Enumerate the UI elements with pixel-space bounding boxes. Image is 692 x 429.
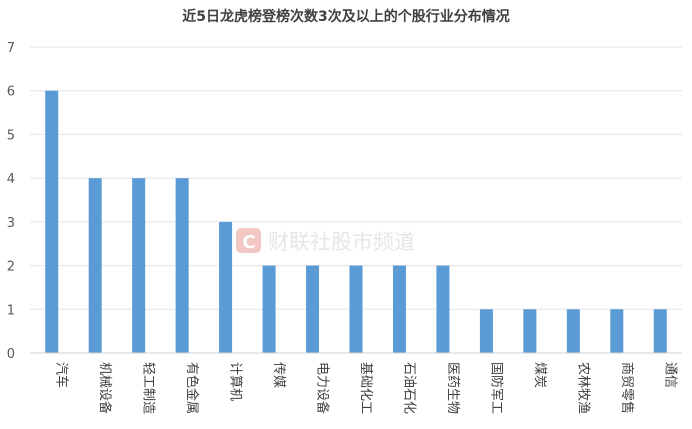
x-tick-label: 汽车 <box>54 362 70 388</box>
x-tick-label: 农林牧渔 <box>575 362 590 414</box>
bar-机械设备 <box>88 178 102 353</box>
bar-基础化工 <box>349 265 363 353</box>
bar-轻工制造 <box>132 178 146 353</box>
bar-国防军工 <box>479 309 493 353</box>
y-axis: 0 1 2 3 4 5 6 7 <box>7 41 15 362</box>
x-tick-label: 医药生物 <box>445 362 460 414</box>
x-tick-label: 机械设备 <box>97 362 113 414</box>
x-tick-label: 石油石化 <box>401 362 416 414</box>
y-tick-label: 3 <box>7 216 15 231</box>
bars <box>45 90 667 353</box>
y-tick-label: 6 <box>7 85 15 100</box>
x-tick-label: 国防军工 <box>488 362 504 414</box>
x-tick-label: 商贸零售 <box>619 362 635 414</box>
y-tick-label: 1 <box>7 303 15 318</box>
bar-电力设备 <box>306 265 320 353</box>
cls-logo-icon <box>236 228 261 253</box>
x-tick-label: 煤炭 <box>532 362 547 388</box>
x-tick-label: 有色金属 <box>184 362 200 414</box>
watermark: C 财联社股市频道 <box>236 228 415 254</box>
y-tick-label: 5 <box>7 128 15 143</box>
bar-有色金属 <box>175 178 189 353</box>
bar-医药生物 <box>436 265 450 353</box>
x-tick-label: 传媒 <box>271 362 286 388</box>
chart-title: 近5日龙虎榜登榜次数3次及以上的个股行业分布情况 <box>182 8 509 25</box>
bar-商贸零售 <box>610 309 624 353</box>
y-tick-label: 2 <box>7 260 15 275</box>
bar-煤炭 <box>523 309 537 353</box>
bar-农林牧渔 <box>566 309 580 353</box>
bar-传媒 <box>262 265 276 353</box>
x-tick-label: 轻工制造 <box>141 362 156 414</box>
cls-logo-letter: C <box>242 232 255 253</box>
bar-汽车 <box>45 90 59 353</box>
watermark-text: 财联社股市频道 <box>268 230 415 254</box>
bar-通信 <box>653 309 667 353</box>
x-tick-label: 电力设备 <box>315 362 331 414</box>
y-tick-label: 7 <box>7 41 15 56</box>
x-tick-label: 基础化工 <box>358 362 373 414</box>
x-tick-label: 计算机 <box>228 362 243 401</box>
bar-石油石化 <box>392 265 406 353</box>
x-tick-label: 通信 <box>662 362 677 388</box>
bar-计算机 <box>219 221 233 353</box>
y-tick-label: 0 <box>7 347 15 362</box>
x-axis: 汽车 机械设备 轻工制造 有色金属 计算机 传媒 电力设备 基础化工 石油石化 医药生物 国防军工 煤… <box>54 362 678 414</box>
y-tick-label: 4 <box>7 172 15 187</box>
